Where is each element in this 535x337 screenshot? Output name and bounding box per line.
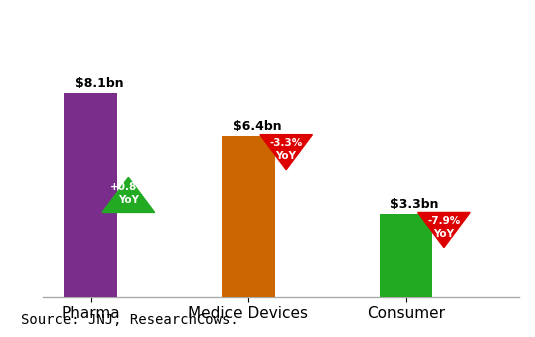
Polygon shape <box>260 135 312 170</box>
Text: -3.3%
YoY: -3.3% YoY <box>270 138 303 161</box>
Text: -7.9%
YoY: -7.9% YoY <box>427 216 461 239</box>
Bar <box>380 214 432 297</box>
Polygon shape <box>102 177 155 212</box>
Text: +0.8%
YoY: +0.8% YoY <box>110 182 147 205</box>
Text: $8.1bn: $8.1bn <box>75 77 124 90</box>
Polygon shape <box>418 212 470 248</box>
Text: JNJ's segmental revenue contributions ($ bn): JNJ's segmental revenue contributions ($… <box>48 12 487 31</box>
Text: Source: JNJ, ResearchCows.: Source: JNJ, ResearchCows. <box>21 313 239 327</box>
Bar <box>64 93 117 297</box>
Bar <box>222 136 274 297</box>
Text: $6.4bn: $6.4bn <box>233 120 281 133</box>
Text: $3.3bn: $3.3bn <box>391 198 439 211</box>
